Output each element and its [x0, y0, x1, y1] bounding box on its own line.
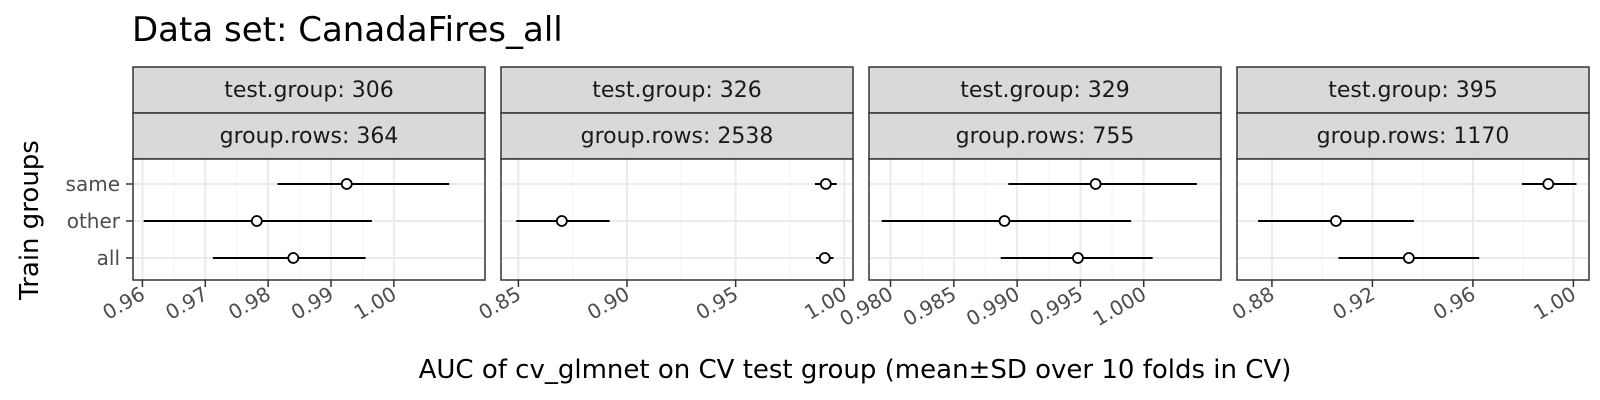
- strip-top-label: test.group: 395: [1328, 78, 1498, 103]
- point-other: [250, 215, 263, 227]
- point-all: [818, 252, 831, 264]
- strip-bottom-box: [868, 112, 1222, 160]
- y-tick-label-other: other: [67, 209, 121, 233]
- x-tick-label: 0.97: [161, 282, 212, 325]
- facet-panel-3: test.group: 329 group.rows: 755 0.980 0.985…: [835, 66, 1222, 331]
- facet-panel-1: test.group: 306 group.rows: 364 0.96 0.97 0.…: [98, 66, 486, 325]
- x-axis-title: AUC of cv_glmnet on CV test group (mean±…: [419, 355, 1292, 385]
- strip-bottom-label: group.rows: 1170: [1317, 124, 1510, 149]
- x-tick-label: 1.00: [1529, 282, 1580, 325]
- plot-background: [501, 159, 853, 280]
- x-tick-label: 0.98: [224, 282, 275, 325]
- facet-panels: test.group: 306 group.rows: 364 0.96 0.97 0.…: [98, 66, 1590, 331]
- point-all: [1072, 252, 1084, 264]
- x-tick-label: 0.88: [1228, 282, 1279, 325]
- strip-top-label: test.group: 306: [224, 78, 394, 103]
- point-other: [998, 215, 1011, 227]
- point-all: [287, 252, 300, 264]
- point-same: [340, 178, 353, 190]
- strip-bottom-box: [132, 112, 486, 160]
- strip-bottom-box: [1236, 112, 1590, 160]
- x-tick-label: 0.995: [1025, 282, 1087, 331]
- strip-top-box: [500, 66, 854, 114]
- x-tick-label: 0.96: [98, 282, 149, 325]
- strip-top-box: [1236, 66, 1590, 114]
- panel-border: [132, 158, 486, 281]
- panel-border: [500, 158, 854, 281]
- point-other: [555, 215, 568, 227]
- x-tick-label: 0.985: [899, 282, 961, 331]
- x-tick-label: 0.96: [1429, 282, 1480, 325]
- x-tick-label: 0.980: [835, 282, 897, 331]
- x-tick-label: 1.00: [350, 282, 401, 325]
- point-all: [1402, 252, 1415, 264]
- x-tick-label: 0.99: [287, 282, 338, 325]
- plot-background: [133, 159, 485, 280]
- strip-top-label: test.group: 329: [960, 78, 1130, 103]
- x-tick-label: 0.92: [1328, 282, 1379, 325]
- point-same: [1089, 178, 1102, 190]
- strip-bottom-label: group.rows: 755: [956, 124, 1135, 149]
- x-tick-label: 0.90: [583, 282, 634, 325]
- strip-bottom-label: group.rows: 364: [220, 124, 399, 149]
- y-axis-labels: all other same: [66, 172, 133, 270]
- x-tick-label: 0.95: [692, 282, 743, 325]
- strip-bottom-label: group.rows: 2538: [581, 124, 774, 149]
- x-tick-label: 1.000: [1089, 282, 1151, 331]
- plot-background: [869, 159, 1221, 280]
- facet-panel-4: test.group: 395 group.rows: 1170 0.88 0.92 0…: [1228, 66, 1590, 325]
- y-axis-title: Train groups: [15, 140, 45, 301]
- point-other: [1330, 215, 1342, 227]
- y-tick-label-same: same: [66, 172, 120, 196]
- y-tick-label-all: all: [97, 246, 120, 270]
- panel-border: [868, 158, 1222, 281]
- strip-top-label: test.group: 326: [592, 78, 762, 103]
- panel-border: [1236, 158, 1590, 281]
- chart-title: Data set: CanadaFires_all: [132, 10, 563, 50]
- facet-panel-2: test.group: 326 group.rows: 2538 0.85 0.90 0…: [474, 66, 854, 325]
- strip-top-box: [132, 66, 486, 114]
- x-tick-label: 0.85: [474, 282, 525, 325]
- point-same: [819, 178, 832, 190]
- point-same: [1542, 178, 1555, 190]
- x-tick-label: 0.990: [962, 282, 1024, 331]
- strip-bottom-box: [500, 112, 854, 160]
